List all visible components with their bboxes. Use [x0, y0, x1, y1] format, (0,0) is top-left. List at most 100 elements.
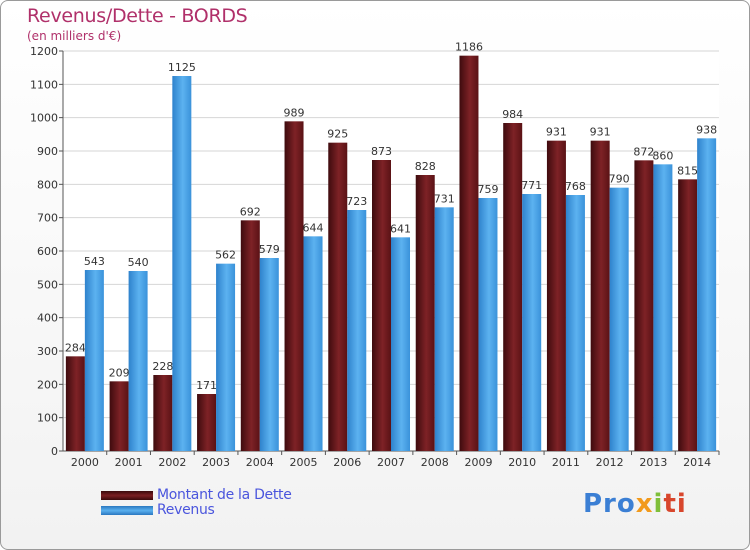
data-label: 644	[303, 221, 324, 234]
logo-part-3: i	[653, 489, 664, 519]
bar-revenus	[478, 198, 498, 451]
chart-title: Revenus/Dette - BORDS	[27, 5, 248, 27]
y-tick-label: 600	[37, 245, 58, 258]
y-tick-label: 900	[37, 145, 58, 158]
proxiti-logo: Proxiti	[583, 489, 687, 519]
data-label: 543	[84, 255, 105, 268]
x-tick-label: 2002	[158, 456, 186, 469]
bar-revenus	[347, 210, 367, 451]
bar-revenus	[391, 237, 410, 451]
bar-dette	[678, 179, 698, 452]
data-label: 984	[502, 108, 523, 121]
bar-revenus	[259, 258, 279, 451]
bar-dette	[634, 160, 654, 452]
data-label: 1186	[455, 41, 483, 54]
data-label: 579	[259, 243, 280, 256]
data-label: 931	[590, 126, 611, 139]
data-label: 692	[240, 205, 261, 218]
data-label: 931	[546, 126, 567, 139]
data-label: 171	[196, 379, 217, 392]
x-tick-label: 2003	[202, 456, 230, 469]
data-label: 925	[327, 128, 348, 141]
x-tick-label: 2004	[246, 456, 274, 469]
bar-revenus	[653, 164, 673, 452]
bar-dette	[590, 140, 610, 451]
bar-revenus	[434, 207, 454, 451]
bar-dette	[197, 394, 217, 451]
logo-part-4: ti	[663, 489, 687, 519]
y-tick-label: 1000	[30, 112, 58, 125]
bar-revenus	[522, 194, 542, 451]
bar-dette	[284, 121, 304, 451]
y-tick-label: 700	[37, 212, 58, 225]
data-label: 723	[346, 195, 367, 208]
y-tick-label: 100	[37, 412, 58, 425]
bar-revenus	[84, 270, 104, 451]
logo-part-2: x	[635, 489, 654, 519]
data-label: 790	[609, 173, 630, 186]
legend-swatch-revenus	[101, 505, 153, 515]
x-tick-label: 2001	[115, 456, 143, 469]
data-label: 759	[477, 183, 498, 196]
data-label: 872	[633, 145, 654, 158]
logo-part-1: Pro	[583, 489, 636, 519]
x-tick-label: 2013	[639, 456, 667, 469]
data-label: 771	[521, 179, 542, 192]
y-tick-label: 300	[37, 345, 58, 358]
chart-subtitle: (en milliers d'€)	[27, 29, 122, 43]
x-tick-label: 2009	[464, 456, 492, 469]
bar-revenus	[128, 271, 148, 451]
bar-revenus	[216, 263, 236, 451]
data-label: 641	[390, 222, 411, 235]
x-tick-label: 2011	[552, 456, 580, 469]
data-label: 938	[696, 123, 717, 136]
x-tick-label: 2010	[508, 456, 536, 469]
data-label: 1125	[168, 61, 196, 74]
bar-dette	[109, 381, 129, 451]
bar-dette	[153, 375, 173, 451]
data-label: 989	[284, 106, 305, 119]
legend-label-dette: Montant de la Dette	[157, 487, 292, 503]
data-label: 873	[371, 145, 392, 158]
bar-revenus	[303, 236, 323, 451]
data-label: 860	[652, 149, 673, 162]
data-label: 540	[128, 256, 149, 269]
bar-dette	[415, 175, 435, 451]
legend-swatch-dette	[101, 490, 153, 500]
data-label: 228	[152, 360, 173, 373]
data-label: 209	[109, 366, 130, 379]
data-label: 828	[415, 160, 436, 173]
bar-dette	[328, 142, 348, 451]
legend-label-revenus: Revenus	[157, 502, 215, 518]
y-tick-label: 1100	[30, 78, 58, 91]
y-tick-label: 500	[37, 278, 58, 291]
bar-dette	[546, 140, 566, 451]
x-tick-label: 2006	[333, 456, 361, 469]
bar-dette	[372, 160, 391, 451]
x-tick-label: 2007	[377, 456, 405, 469]
bar-revenus	[609, 187, 629, 451]
y-tick-label: 1200	[30, 45, 58, 58]
x-tick-label: 2012	[596, 456, 624, 469]
data-label: 284	[65, 341, 86, 354]
bar-revenus	[172, 76, 192, 451]
bar-dette	[65, 356, 85, 451]
data-label: 768	[565, 180, 586, 193]
x-tick-label: 2000	[71, 456, 99, 469]
y-tick-label: 200	[37, 378, 58, 391]
y-tick-label: 400	[37, 312, 58, 325]
data-label: 815	[677, 164, 698, 177]
bar-dette	[503, 123, 523, 451]
bar-dette	[459, 55, 479, 452]
legend-item-revenus: Revenus	[101, 502, 215, 518]
x-tick-label: 2014	[683, 456, 711, 469]
data-label: 731	[434, 192, 455, 205]
bar-revenus	[697, 138, 717, 452]
y-tick-label: 800	[37, 178, 58, 191]
bar-revenus	[565, 195, 585, 451]
x-tick-label: 2008	[421, 456, 449, 469]
y-tick-label: 0	[51, 445, 58, 458]
bar-dette	[240, 220, 260, 451]
